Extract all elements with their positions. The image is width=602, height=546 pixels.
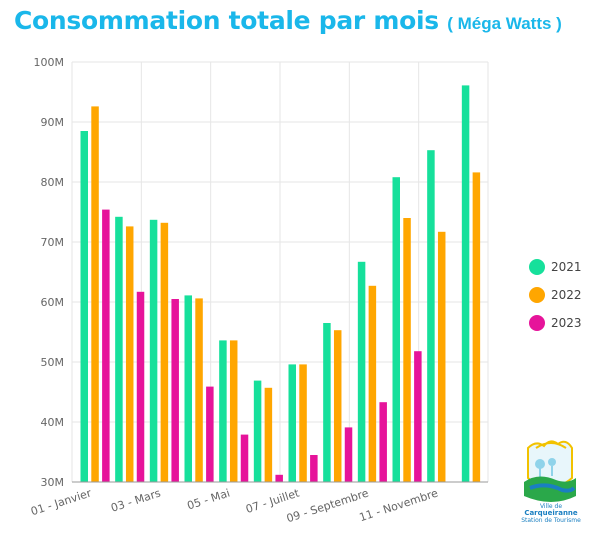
y-tick-label: 30M xyxy=(41,476,65,489)
bar-2022-7 xyxy=(299,364,307,482)
bar-2023-5 xyxy=(240,434,249,482)
town-logo-emblem xyxy=(524,440,576,502)
bar-2022-4 xyxy=(195,298,203,482)
bar-2022-3 xyxy=(160,222,169,483)
y-tick-label: 90M xyxy=(41,116,65,129)
bar-2023-6 xyxy=(275,474,283,482)
bar-2022-12 xyxy=(472,172,481,482)
chart-title-block: Consommation totale par mois ( Méga Watt… xyxy=(14,6,562,35)
bar-2021-1 xyxy=(80,131,88,482)
bar-2021-3 xyxy=(149,219,158,483)
bar-2021-6 xyxy=(253,380,262,482)
chart-unit-label: ( Méga Watts ) xyxy=(447,14,562,33)
y-tick-label: 40M xyxy=(41,416,65,429)
bar-2021-4 xyxy=(184,295,192,482)
y-tick-label: 80M xyxy=(41,176,65,189)
legend-marker-2021 xyxy=(529,259,545,275)
logo-text-line2: Carqueiranne xyxy=(524,509,578,517)
x-tick-label: 05 - Mai xyxy=(185,486,231,512)
x-tick-label: 11 - Novembre xyxy=(358,486,440,524)
legend-label-2022: 2022 xyxy=(551,288,582,302)
bar-2023-7 xyxy=(310,455,318,482)
bar-2023-9 xyxy=(379,402,387,482)
bar-2023-3 xyxy=(171,299,179,482)
bar-2021-5 xyxy=(219,340,227,482)
bar-2022-11 xyxy=(437,231,446,482)
legend-marker-2023 xyxy=(529,315,545,331)
bar-2022-1 xyxy=(91,106,99,483)
bar-2021-2 xyxy=(115,216,123,483)
bar-2021-11 xyxy=(427,150,435,482)
legend-label-2021: 2021 xyxy=(551,260,582,274)
bar-2021-10 xyxy=(392,177,400,482)
logo-text-line1: Ville de xyxy=(539,503,563,510)
bar-2021-12 xyxy=(461,85,470,483)
logo-text-line3: Station de Tourisme xyxy=(521,517,581,524)
legend-label-2023: 2023 xyxy=(551,316,582,330)
bar-2021-9 xyxy=(357,261,366,482)
town-logo: Ville de Carqueiranne Station de Tourism… xyxy=(516,438,586,528)
bar-2021-7 xyxy=(288,364,296,482)
bar-2022-6 xyxy=(264,387,273,482)
bar-2023-10 xyxy=(414,351,422,482)
x-tick-label: 03 - Mars xyxy=(109,486,162,514)
bar-2023-2 xyxy=(136,291,145,482)
bar-2021-8 xyxy=(323,323,331,482)
bar-2022-10 xyxy=(403,218,411,482)
x-tick-label: 01 - Janvier xyxy=(29,486,93,518)
bar-2022-5 xyxy=(229,340,238,482)
y-tick-label: 70M xyxy=(41,236,65,249)
bar-2023-4 xyxy=(206,386,214,482)
y-tick-label: 60M xyxy=(41,296,65,309)
legend-marker-2022 xyxy=(529,287,545,303)
y-tick-label: 50M xyxy=(41,356,65,369)
bar-2023-1 xyxy=(102,209,110,482)
chart-title: Consommation totale par mois xyxy=(14,6,439,35)
y-tick-label: 100M xyxy=(34,56,65,69)
bar-2022-2 xyxy=(125,226,134,482)
bar-2022-9 xyxy=(368,285,377,482)
bar-2022-8 xyxy=(333,330,342,482)
bar-2023-8 xyxy=(344,427,353,482)
